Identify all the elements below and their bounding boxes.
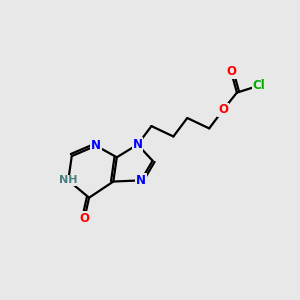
Text: N: N <box>136 174 146 187</box>
Text: Cl: Cl <box>253 79 265 92</box>
Text: O: O <box>80 212 89 225</box>
Text: O: O <box>218 103 228 116</box>
Text: O: O <box>226 65 236 78</box>
Text: N: N <box>133 138 142 151</box>
Text: N: N <box>91 139 101 152</box>
Text: NH: NH <box>59 176 77 185</box>
